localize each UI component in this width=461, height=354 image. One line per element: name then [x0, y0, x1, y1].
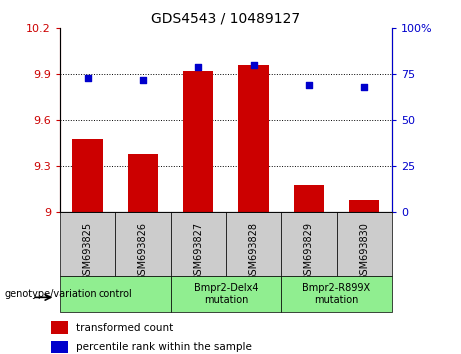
Text: Bmpr2-R899X
mutation: Bmpr2-R899X mutation — [302, 283, 371, 305]
Text: GSM693825: GSM693825 — [83, 222, 93, 281]
Bar — [183, 71, 213, 212]
Text: control: control — [98, 289, 132, 299]
Point — [305, 82, 313, 88]
Text: GSM693829: GSM693829 — [304, 222, 314, 281]
Point — [139, 77, 147, 83]
Text: GSM693830: GSM693830 — [359, 222, 369, 281]
Text: percentile rank within the sample: percentile rank within the sample — [76, 342, 251, 352]
Bar — [171, 276, 281, 312]
Bar — [294, 185, 324, 212]
Bar — [72, 139, 103, 212]
Bar — [238, 65, 269, 212]
Bar — [51, 341, 69, 353]
Text: GSM693827: GSM693827 — [193, 222, 203, 281]
Bar — [226, 212, 281, 276]
Bar — [171, 212, 226, 276]
Point — [361, 84, 368, 90]
Bar — [51, 321, 69, 334]
Text: genotype/variation: genotype/variation — [5, 289, 97, 299]
Bar — [337, 212, 392, 276]
Point — [250, 62, 257, 68]
Title: GDS4543 / 10489127: GDS4543 / 10489127 — [151, 12, 301, 26]
Bar — [349, 200, 379, 212]
Text: GSM693826: GSM693826 — [138, 222, 148, 281]
Point — [195, 64, 202, 70]
Bar — [60, 276, 171, 312]
Bar — [281, 212, 337, 276]
Text: transformed count: transformed count — [76, 323, 173, 333]
Point — [84, 75, 91, 81]
Bar — [281, 276, 392, 312]
Bar — [115, 212, 171, 276]
Bar — [128, 154, 158, 212]
Text: Bmpr2-Delx4
mutation: Bmpr2-Delx4 mutation — [194, 283, 258, 305]
Text: GSM693828: GSM693828 — [248, 222, 259, 281]
Bar — [60, 212, 115, 276]
